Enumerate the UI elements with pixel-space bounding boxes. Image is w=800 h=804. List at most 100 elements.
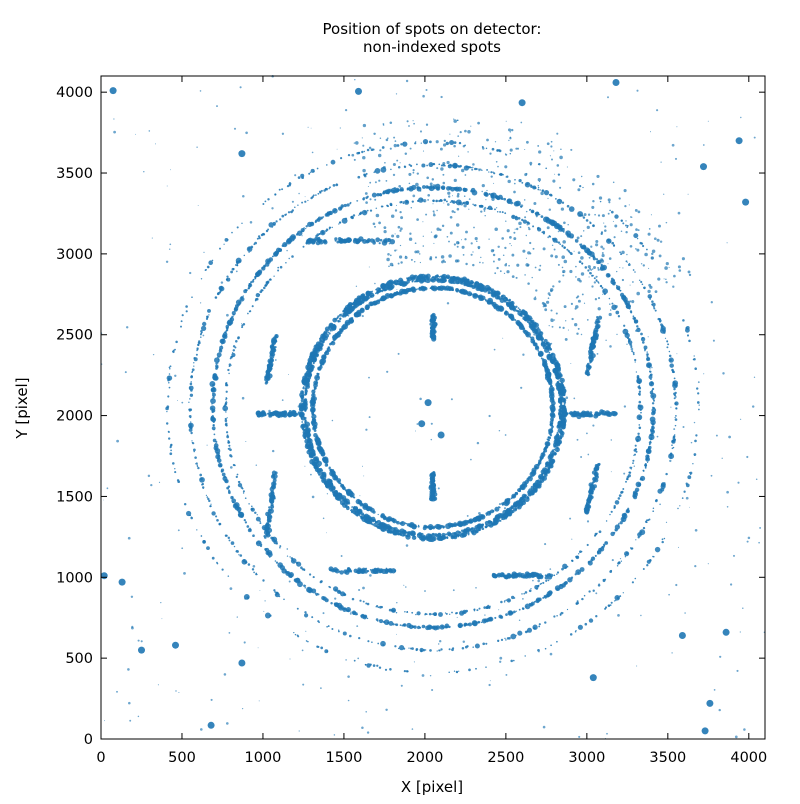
spot-point	[619, 595, 622, 598]
spot-point	[283, 598, 285, 601]
spot-point	[490, 522, 494, 526]
spot-point	[445, 200, 448, 203]
spot-point	[398, 291, 403, 296]
spot-point	[666, 346, 669, 349]
spot-point	[410, 532, 414, 535]
spot-point	[625, 508, 630, 514]
spot-point	[303, 436, 307, 440]
spot-point	[686, 334, 690, 337]
spot-point	[328, 585, 331, 588]
spot-point	[311, 389, 316, 394]
spot-point	[196, 529, 198, 531]
spot-point	[255, 573, 258, 576]
spot-point	[440, 524, 444, 528]
spot-point	[642, 469, 645, 472]
spot-point	[330, 340, 336, 346]
spot-point	[450, 280, 452, 282]
spot-point	[238, 554, 240, 556]
spot-point	[342, 502, 344, 505]
spot-point	[568, 206, 575, 212]
spot-point	[685, 326, 690, 330]
spot-point	[406, 523, 408, 525]
spot-point	[285, 261, 287, 264]
spot-point	[351, 495, 353, 498]
spot-point	[474, 530, 477, 533]
spot-point	[644, 464, 647, 467]
spot-point	[314, 463, 317, 466]
spot-point	[500, 173, 503, 176]
spot-point	[376, 664, 379, 667]
spot-point	[366, 195, 369, 198]
spot-point	[538, 651, 540, 653]
spot-point	[324, 649, 329, 654]
spot-point	[537, 186, 540, 189]
spot-point	[237, 511, 244, 518]
spot-point	[418, 288, 420, 290]
spot-point	[612, 278, 615, 282]
spot-point	[559, 413, 562, 415]
spot-point	[548, 351, 551, 354]
spot-point	[247, 287, 251, 290]
spot-point	[537, 350, 540, 352]
spot-point	[242, 295, 244, 297]
spot-point	[453, 532, 457, 535]
spot-point	[660, 482, 666, 488]
spot-point	[238, 260, 241, 263]
spot-point	[200, 325, 207, 332]
spot-point	[284, 570, 288, 574]
spot-point	[316, 645, 319, 648]
spot-point	[201, 486, 205, 489]
spot-point	[191, 441, 194, 444]
spot-point	[661, 538, 664, 541]
spot-point	[457, 186, 463, 192]
spot-point	[626, 336, 630, 340]
spot-point	[419, 627, 422, 629]
spot-point	[625, 480, 627, 483]
spot-point	[694, 367, 697, 370]
spot-point	[522, 328, 524, 330]
spot-point	[486, 607, 489, 609]
spot-point	[341, 207, 343, 209]
spot-point	[355, 241, 359, 245]
spot-point	[650, 434, 653, 437]
spot-point	[560, 428, 563, 431]
spot-point	[550, 393, 553, 396]
spot-point	[424, 649, 427, 651]
spot-point	[508, 637, 511, 640]
spot-point	[494, 208, 496, 211]
spot-point	[168, 366, 171, 369]
spot-point	[488, 606, 491, 609]
spot-point	[351, 597, 355, 601]
spot-point	[383, 619, 390, 626]
spot-point	[400, 531, 406, 537]
spot-point	[250, 281, 253, 284]
spot-point	[190, 381, 192, 383]
spot-point	[663, 537, 666, 540]
spot-point	[371, 641, 373, 643]
spot-point	[209, 405, 216, 411]
spot-point	[423, 287, 425, 289]
spot-point	[566, 608, 569, 611]
spot-point	[371, 294, 373, 297]
spot-point	[665, 472, 668, 476]
spot-point	[695, 434, 698, 437]
spot-point	[357, 175, 361, 179]
spot-point	[313, 388, 316, 391]
spot-point	[626, 224, 629, 227]
spot-point	[493, 521, 498, 526]
spot-point	[185, 510, 192, 517]
spot-point	[172, 462, 175, 465]
spot-point	[243, 518, 246, 522]
spot-point	[530, 588, 532, 590]
spot-point	[463, 611, 466, 614]
spot-point	[333, 493, 335, 495]
spot-point	[316, 469, 319, 473]
spot-point	[545, 463, 549, 467]
spot-point	[604, 606, 608, 609]
spot-point	[251, 568, 255, 571]
spot-point	[189, 426, 191, 429]
spot-point	[411, 647, 414, 650]
spot-point	[242, 490, 245, 493]
spot-point	[619, 251, 622, 254]
spot-point	[212, 383, 215, 387]
